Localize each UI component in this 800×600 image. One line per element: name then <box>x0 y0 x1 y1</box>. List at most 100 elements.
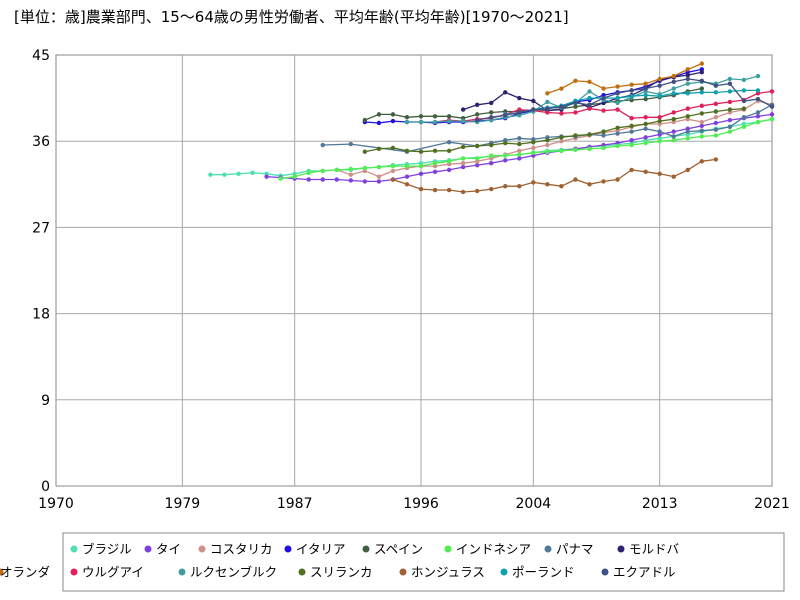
y-tick-label: 45 <box>32 48 50 64</box>
data-point <box>418 186 424 192</box>
data-point <box>348 172 354 177</box>
data-point <box>474 162 480 168</box>
legend-marker <box>444 545 452 553</box>
data-point <box>334 177 339 182</box>
data-point <box>629 167 634 173</box>
data-point <box>713 83 719 88</box>
data-point <box>741 106 747 111</box>
data-point <box>376 179 382 184</box>
data-point <box>306 177 311 182</box>
data-point <box>460 107 466 112</box>
data-point <box>559 135 564 140</box>
data-point <box>320 177 325 182</box>
data-point <box>306 170 311 176</box>
data-point <box>671 129 676 134</box>
data-point <box>390 112 396 117</box>
data-point <box>699 119 705 125</box>
y-tick-label: 18 <box>32 307 50 323</box>
data-point <box>657 76 662 82</box>
legend-box <box>62 532 785 592</box>
data-point <box>741 77 747 83</box>
data-point <box>376 120 382 126</box>
data-point <box>755 73 761 79</box>
data-point <box>699 103 705 108</box>
data-point <box>418 163 424 169</box>
data-point <box>615 107 620 112</box>
data-point <box>643 126 648 131</box>
data-point <box>474 156 480 161</box>
data-point <box>601 179 606 184</box>
legend-marker <box>284 545 292 553</box>
data-point <box>503 90 508 95</box>
legend-label: エクアドル <box>613 565 676 580</box>
y-tick-label: 36 <box>32 134 50 150</box>
data-point <box>601 145 606 151</box>
legend-marker <box>362 545 370 553</box>
data-point <box>489 100 494 106</box>
data-point <box>559 184 564 189</box>
series-11 <box>390 157 719 195</box>
legend-item: エクアドル <box>601 565 676 580</box>
data-point <box>643 86 648 91</box>
legend-label: オランダ <box>0 565 50 580</box>
data-point <box>699 111 705 116</box>
data-point <box>334 167 339 173</box>
chart-title: [単位：歳]農業部門、15～64歳の男性労働者、平均年齢(平均年齢)[1970～… <box>14 8 569 26</box>
data-point <box>474 188 480 194</box>
legend-item: スリランカ <box>298 565 373 580</box>
data-point <box>657 129 662 134</box>
data-point <box>531 180 536 185</box>
data-point <box>517 156 522 161</box>
data-point <box>460 161 466 166</box>
y-axis: 0 9 18 27 36 45 <box>32 48 50 495</box>
legend-label: ブラジル <box>82 542 132 557</box>
data-point <box>517 184 522 189</box>
data-point <box>601 108 606 113</box>
data-point <box>699 90 705 95</box>
data-point <box>671 79 676 85</box>
data-point <box>545 110 550 115</box>
x-tick-label: 2013 <box>642 496 678 512</box>
legend-item: ルクセンブルク <box>178 565 277 580</box>
data-point <box>489 115 494 120</box>
data-point <box>390 177 396 182</box>
data-point <box>671 138 676 143</box>
data-point <box>390 145 396 151</box>
data-point <box>362 149 368 154</box>
data-point <box>404 163 410 169</box>
data-point <box>559 86 564 91</box>
data-point <box>685 167 690 173</box>
data-point <box>404 119 410 125</box>
legend-item: イタリア <box>284 542 346 557</box>
data-point <box>559 148 564 153</box>
data-point <box>769 104 775 109</box>
data-point <box>615 131 620 136</box>
x-tick-label: 2004 <box>516 496 552 512</box>
data-point <box>517 152 522 157</box>
data-point <box>699 78 705 84</box>
data-point <box>671 110 676 115</box>
data-point <box>503 153 508 158</box>
data-point <box>685 72 690 78</box>
data-point <box>545 142 550 148</box>
data-point <box>643 135 648 140</box>
x-tick-label: 1996 <box>403 496 439 512</box>
data-point <box>517 136 522 141</box>
data-point <box>446 167 452 173</box>
data-point <box>404 115 410 120</box>
data-point <box>699 61 705 66</box>
legend-marker <box>601 568 609 576</box>
data-point <box>432 169 438 175</box>
data-point <box>376 164 382 170</box>
data-point <box>432 148 438 153</box>
data-point <box>545 182 550 187</box>
data-point <box>446 148 452 153</box>
data-point <box>517 110 522 115</box>
data-point <box>545 91 550 96</box>
data-point <box>460 164 466 170</box>
legend-marker <box>399 568 407 576</box>
series-line <box>364 107 744 153</box>
data-point <box>222 172 227 177</box>
y-tick-label: 0 <box>41 479 50 495</box>
data-point <box>629 82 634 87</box>
